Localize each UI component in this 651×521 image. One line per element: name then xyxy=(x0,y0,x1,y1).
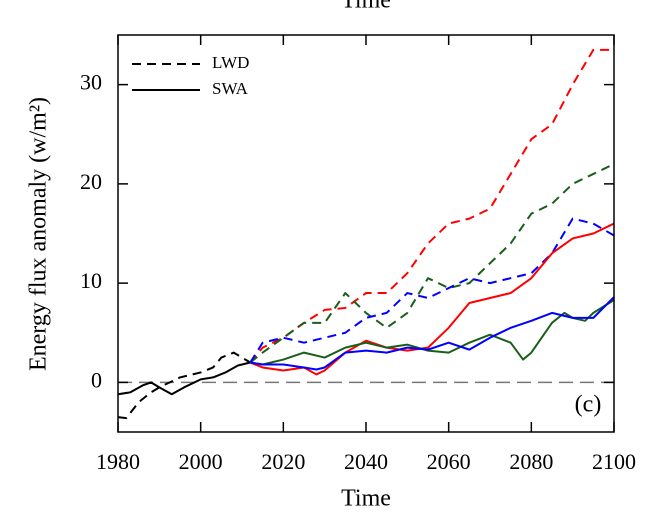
legend-label: SWA xyxy=(212,79,249,98)
x-tick-label: 2020 xyxy=(261,449,305,474)
series-line xyxy=(117,351,251,420)
top-label: Time xyxy=(341,0,391,14)
y-tick-label: 10 xyxy=(80,268,102,293)
x-tick-label: 2040 xyxy=(344,449,388,474)
series-line xyxy=(250,299,615,366)
x-tick-label: 2080 xyxy=(509,449,553,474)
x-axis-label: Time xyxy=(341,486,391,512)
series-line xyxy=(117,361,251,396)
x-tick-label: 1980 xyxy=(96,449,140,474)
y-tick-label: 0 xyxy=(91,367,102,392)
y-tick-label: 30 xyxy=(80,70,102,95)
legend-label: LWD xyxy=(212,53,249,72)
x-tick-label: 2060 xyxy=(427,449,471,474)
series-line xyxy=(250,296,615,371)
x-tick-label: 2100 xyxy=(592,449,636,474)
plot-frame xyxy=(117,34,615,433)
x-tick-label: 2000 xyxy=(179,449,223,474)
series-line xyxy=(249,217,615,364)
y-axis-label: Energy flux anomaly (w/m²) xyxy=(26,97,52,371)
panel-annotation: (c) xyxy=(575,392,602,418)
y-tick-label: 20 xyxy=(80,169,102,194)
series-line xyxy=(249,163,615,364)
